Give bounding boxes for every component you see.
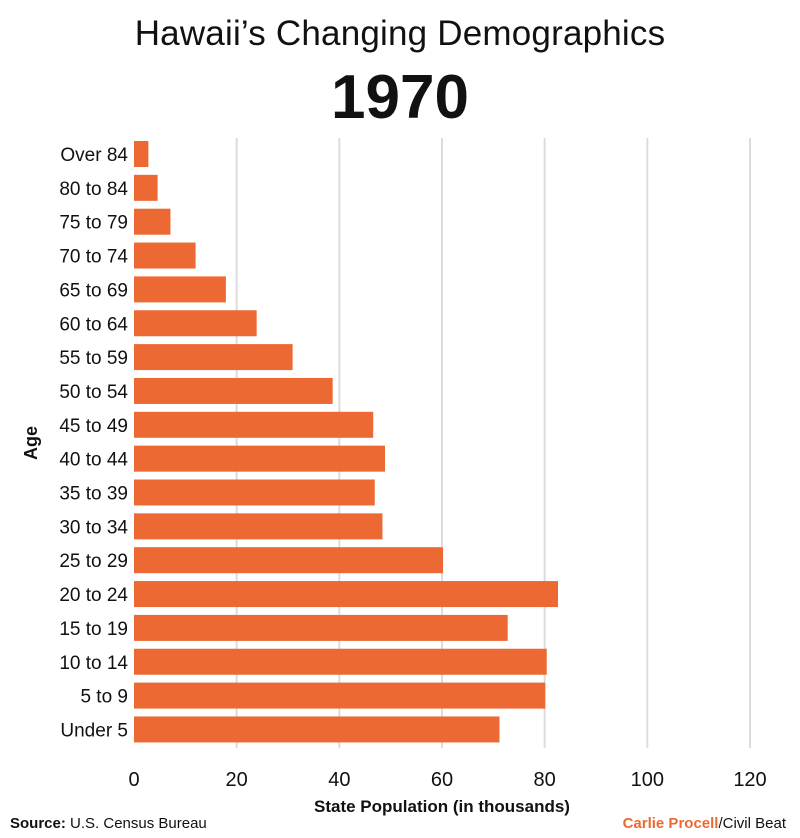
bar (134, 344, 293, 371)
bar (134, 411, 374, 438)
y-tick-label: 80 to 84 (59, 179, 128, 200)
y-tick-label: 30 to 34 (59, 517, 128, 538)
credit-org: Civil Beat (722, 815, 786, 832)
bar (134, 174, 158, 201)
x-axis-label: State Population (in thousands) (314, 797, 570, 816)
y-tick-label: Over 84 (60, 145, 128, 166)
x-tick-label: 0 (128, 769, 139, 791)
credit-note: Carlie Procell/Civil Beat (623, 815, 786, 832)
bar (134, 141, 149, 167)
y-tick-label: 65 to 69 (59, 280, 128, 301)
y-tick-label: 45 to 49 (59, 416, 128, 437)
bar (134, 242, 196, 269)
y-tick-label: 10 to 14 (59, 653, 128, 674)
x-tick-label: 40 (328, 769, 350, 791)
bar (134, 377, 333, 404)
bar (134, 682, 546, 709)
y-tick-label: 35 to 39 (59, 484, 128, 505)
gridlines (235, 138, 751, 748)
y-axis-label: Age (21, 426, 41, 460)
y-tick-label: 15 to 19 (59, 619, 128, 640)
bar (134, 479, 375, 506)
y-tick-label: 60 to 64 (59, 314, 128, 335)
source-label: Source: (10, 815, 66, 832)
x-tick-label: 20 (226, 769, 248, 791)
bar (134, 276, 226, 303)
x-tick-label: 100 (631, 769, 664, 791)
bar (134, 716, 500, 743)
y-tick-label: 25 to 29 (59, 551, 128, 572)
bar (134, 648, 547, 675)
credit-name: Carlie Procell (622, 815, 719, 832)
x-tick-label: 80 (534, 769, 556, 791)
x-tick-label: 120 (733, 769, 766, 791)
x-tick-label: 60 (431, 769, 453, 791)
bar (134, 581, 559, 608)
chart-subtitle: 1970 (331, 63, 469, 132)
y-tick-label: 75 to 79 (59, 213, 128, 234)
y-tick-label: 50 to 54 (59, 382, 128, 403)
x-tick-labels: 0 20 40 60 80 100 120 (128, 769, 766, 791)
credit-separator: / (718, 815, 723, 832)
source-text: U.S. Census Bureau (70, 815, 207, 832)
bar (134, 513, 383, 540)
y-tick-label: 70 to 74 (59, 247, 128, 268)
y-tick-labels: Over 84 80 to 84 75 to 79 70 to 74 65 to 69 6… (59, 145, 128, 741)
bar (134, 208, 171, 235)
bars (134, 141, 559, 743)
chart-title: Hawaii’s Changing Demographics (134, 14, 666, 53)
source-note: Source: U.S. Census Bureau (10, 815, 207, 832)
y-tick-label: 20 to 24 (59, 585, 128, 606)
bar (134, 310, 257, 337)
y-tick-label: 40 to 44 (59, 450, 128, 471)
bar (134, 547, 444, 574)
bar (134, 445, 386, 472)
y-tick-label: 5 to 9 (80, 687, 128, 708)
y-tick-label: Under 5 (60, 720, 128, 741)
y-tick-label: 55 to 59 (59, 348, 128, 369)
bar (134, 614, 508, 641)
